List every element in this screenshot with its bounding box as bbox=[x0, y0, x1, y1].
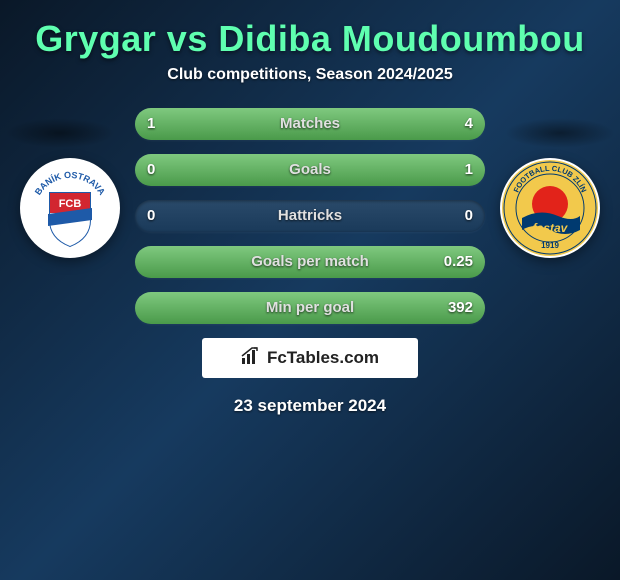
stat-label: Matches bbox=[135, 108, 485, 140]
stat-label: Min per goal bbox=[135, 292, 485, 324]
badge-right-year: 1919 bbox=[541, 241, 559, 250]
stat-label: Goals per match bbox=[135, 246, 485, 278]
stat-value-right: 4 bbox=[465, 108, 473, 140]
stat-label: Hattricks bbox=[135, 200, 485, 232]
stat-label: Goals bbox=[135, 154, 485, 186]
stat-row: Goals per match0.25 bbox=[135, 246, 485, 278]
stat-value-left: 0 bbox=[147, 154, 155, 186]
badge-shadow-right bbox=[505, 118, 615, 148]
stat-value-right: 0.25 bbox=[444, 246, 473, 278]
comparison-panel: BANÍK OSTRAVA FCB FOOTBALL CLUB ZLÍN fas… bbox=[0, 108, 620, 416]
stat-value-right: 392 bbox=[448, 292, 473, 324]
banik-ostrava-icon: BANÍK OSTRAVA FCB bbox=[20, 158, 120, 258]
stat-value-left: 1 bbox=[147, 108, 155, 140]
stat-value-right: 1 bbox=[465, 154, 473, 186]
club-badge-left: BANÍK OSTRAVA FCB bbox=[20, 158, 120, 258]
stat-row: Matches1 4 bbox=[135, 108, 485, 140]
date-label: 23 september 2024 bbox=[0, 396, 620, 416]
stat-row: Min per goal392 bbox=[135, 292, 485, 324]
svg-text:fastav: fastav bbox=[533, 221, 569, 235]
fastav-zlin-icon: FOOTBALL CLUB ZLÍN fastav 1919 bbox=[500, 158, 600, 258]
page-title: Grygar vs Didiba Moudoumbou bbox=[0, 0, 620, 66]
club-badge-right: FOOTBALL CLUB ZLÍN fastav 1919 bbox=[500, 158, 600, 258]
stat-row: Goals0 1 bbox=[135, 154, 485, 186]
brand-text: FcTables.com bbox=[267, 348, 379, 368]
badge-shadow-left bbox=[5, 118, 115, 148]
stat-value-left: 0 bbox=[147, 200, 155, 232]
stat-row: Hattricks0 0 bbox=[135, 200, 485, 232]
stat-value-right: 0 bbox=[465, 200, 473, 232]
stat-bars: Matches14Goals01Hattricks00Goals per mat… bbox=[135, 108, 485, 324]
svg-text:FCB: FCB bbox=[59, 198, 82, 210]
brand-badge: FcTables.com bbox=[202, 338, 418, 378]
subtitle: Club competitions, Season 2024/2025 bbox=[0, 66, 620, 108]
chart-icon bbox=[241, 347, 261, 370]
